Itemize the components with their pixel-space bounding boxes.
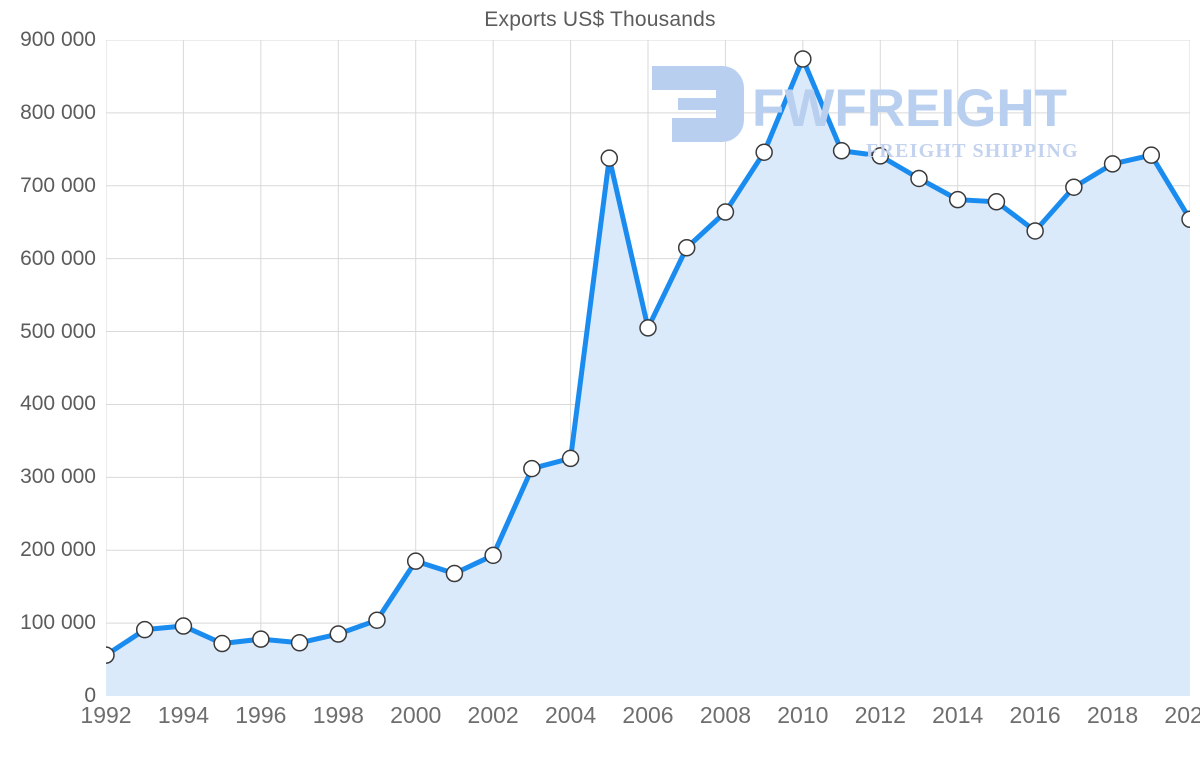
x-axis-tick-label: 2002 [467, 702, 519, 728]
data-point-marker[interactable] [214, 636, 230, 652]
data-point-marker[interactable] [563, 450, 579, 466]
x-axis-tick-label: 2008 [699, 702, 752, 728]
data-point-marker[interactable] [253, 631, 269, 647]
x-axis-tick-label: 2012 [854, 702, 906, 728]
data-point-marker[interactable] [988, 194, 1004, 210]
data-point-marker[interactable] [911, 170, 927, 186]
area-fill [106, 58, 1190, 696]
x-axis-tick-label: 2020 [1164, 702, 1200, 728]
chart-title: Exports US$ Thousands [484, 8, 716, 31]
data-point-marker[interactable] [679, 240, 695, 256]
data-point-marker[interactable] [175, 618, 191, 634]
data-point-marker[interactable] [137, 622, 153, 638]
x-axis-tick-label: 2000 [390, 702, 442, 728]
data-point-marker[interactable] [485, 547, 501, 563]
y-axis-tick-label: 600 000 [20, 246, 96, 270]
data-point-marker[interactable] [408, 553, 424, 569]
x-axis-tick-label: 1996 [235, 702, 287, 728]
x-axis-tick-label: 2006 [622, 702, 674, 728]
data-point-marker[interactable] [369, 612, 385, 628]
y-axis-tick-label: 200 000 [20, 538, 96, 562]
data-point-marker[interactable] [1143, 147, 1159, 163]
data-point-marker[interactable] [1105, 156, 1121, 172]
x-axis-tick-label: 1998 [312, 702, 364, 728]
y-axis-tick-label: 300 000 [20, 465, 96, 489]
x-axis-tick-label: 2016 [1009, 702, 1061, 728]
data-point-marker[interactable] [872, 148, 888, 164]
data-point-marker[interactable] [601, 150, 617, 166]
data-point-marker[interactable] [834, 143, 850, 159]
x-axis-tick-label: 2004 [544, 702, 597, 728]
data-point-marker[interactable] [292, 635, 308, 651]
y-axis-tick-label: 100 000 [20, 611, 96, 635]
data-point-marker[interactable] [756, 144, 772, 160]
y-axis-tick-label: 700 000 [20, 173, 96, 197]
x-axis-tick-label: 1994 [157, 702, 210, 728]
data-point-marker[interactable] [717, 204, 733, 220]
data-point-marker[interactable] [950, 192, 966, 208]
y-axis-tick-label: 0 [84, 684, 96, 707]
x-axis-tick-label: 2010 [777, 702, 829, 728]
data-point-marker[interactable] [1182, 211, 1190, 227]
data-point-marker[interactable] [795, 51, 811, 67]
data-point-marker[interactable] [446, 566, 462, 582]
data-point-marker[interactable] [106, 647, 114, 663]
y-axis-tick-label: 900 000 [20, 28, 96, 51]
y-axis-tick-label: 500 000 [20, 319, 96, 343]
x-axis-tick-label: 2014 [932, 702, 984, 728]
x-axis-tick-label: 1992 [80, 702, 132, 728]
data-point-marker[interactable] [1066, 179, 1082, 195]
x-axis-tick-label: 2018 [1086, 702, 1139, 728]
series-layer [106, 40, 1190, 696]
y-axis-tick-label: 400 000 [20, 392, 96, 416]
data-point-marker[interactable] [1027, 223, 1043, 239]
y-axis-tick-label: 800 000 [20, 100, 96, 124]
data-point-marker[interactable] [330, 626, 346, 642]
data-point-marker[interactable] [524, 461, 540, 477]
plot-area [106, 40, 1190, 696]
data-point-marker[interactable] [640, 320, 656, 336]
